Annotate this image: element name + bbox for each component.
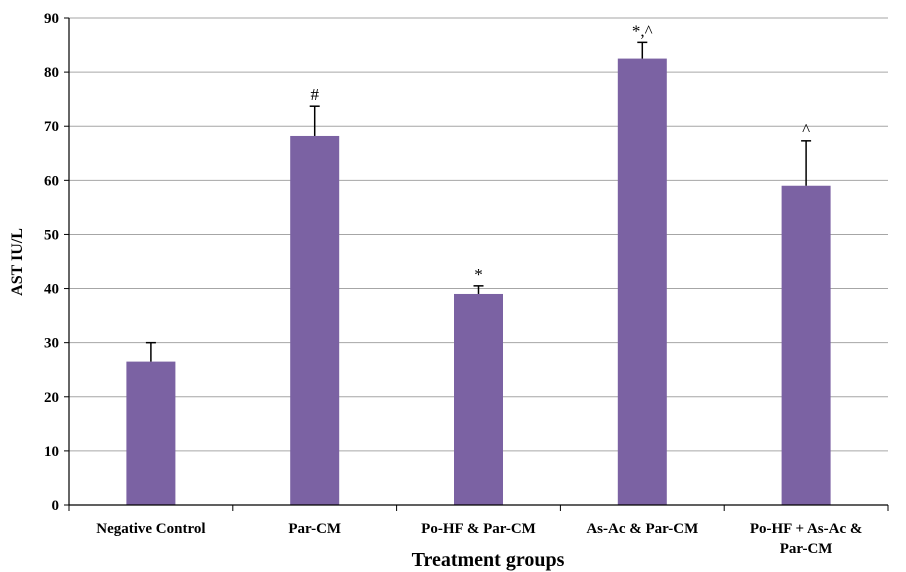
y-tick-label: 50	[44, 227, 59, 243]
y-axis-label: AST IU/L	[9, 228, 26, 296]
y-tick-labels: 0 10 20 30 40 50 60 70 80 90	[44, 11, 59, 514]
bar	[454, 293, 503, 505]
significance-mark: *,^	[632, 21, 653, 40]
x-category-label: Par-CM	[288, 521, 341, 537]
bar	[617, 58, 667, 505]
y-tick-label: 70	[44, 119, 59, 135]
significance-mark: *	[474, 265, 483, 284]
bar	[126, 361, 176, 505]
y-tick-label: 10	[44, 444, 59, 460]
significance-mark: ^	[802, 120, 810, 139]
significance-annotations: # * *,^ ^	[310, 21, 810, 284]
bar	[290, 135, 340, 505]
y-tick-label: 30	[44, 336, 59, 352]
y-tick-label: 0	[52, 498, 60, 514]
significance-mark: #	[310, 85, 319, 104]
x-category-label: As-Ac & Par-CM	[586, 521, 698, 537]
bar	[781, 185, 831, 505]
x-category-label: Par-CM	[780, 541, 833, 557]
x-category-label: Po-HF & Par-CM	[421, 521, 536, 537]
gridlines	[69, 17, 888, 452]
y-tick-label: 20	[44, 390, 59, 406]
x-axis-label: Treatment groups	[412, 549, 565, 571]
y-tick-label: 40	[44, 282, 59, 298]
error-bars	[145, 41, 812, 362]
x-category-label: Po-HF + As-Ac &	[750, 521, 863, 537]
x-category-labels: Negative Control Par-CM Po-HF & Par-CM As-A…	[96, 521, 862, 557]
y-tick-label: 80	[44, 65, 59, 81]
x-category-label: Negative Control	[96, 521, 205, 537]
axes	[64, 17, 889, 511]
bars	[126, 58, 831, 505]
y-tick-label: 60	[44, 173, 59, 189]
y-tick-label: 90	[44, 11, 59, 27]
